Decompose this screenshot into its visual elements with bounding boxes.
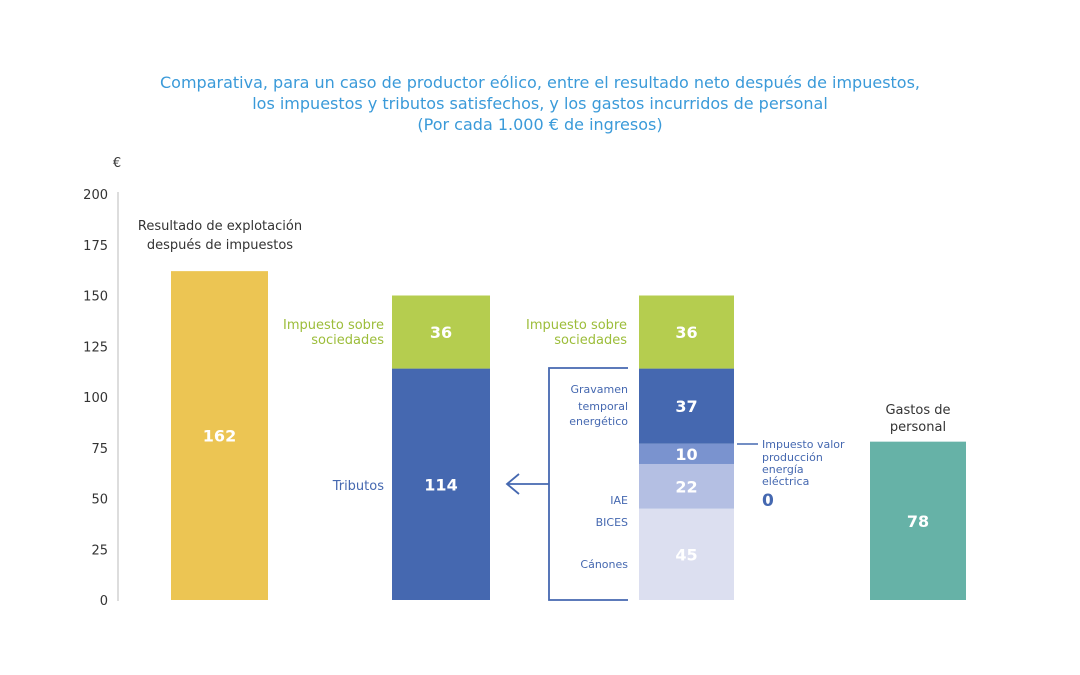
y-tick-label: 150: [83, 290, 108, 305]
iae-label: IAE: [610, 494, 628, 507]
bars-group: 162 114 36 45 22 10 37 36 78: [171, 271, 966, 600]
data-label: 114: [424, 475, 457, 494]
gravamen-label-line3: energético: [569, 415, 628, 428]
ivpee-label-line4: eléctrica: [762, 475, 809, 488]
bar-segment: [392, 295, 490, 369]
ivpee-label-line1: Impuesto valor: [762, 438, 845, 451]
title-line-3: (Por cada 1.000 € de ingresos): [417, 115, 663, 134]
y-tick-label: 25: [91, 543, 108, 558]
gravamen-label-line1: Gravamen: [571, 383, 629, 396]
bar-segment: [639, 295, 734, 369]
title-line-2: los impuestos y tributos satisfechos, y …: [252, 94, 828, 113]
data-label: 36: [675, 323, 697, 342]
data-label: 45: [675, 545, 697, 564]
bar-segment: [639, 368, 734, 444]
data-label: 162: [203, 427, 236, 446]
y-tick-label: 100: [83, 391, 108, 406]
is-label-a-line1: Impuesto sobre: [283, 318, 384, 333]
bar1-label-line2: después de impuestos: [147, 238, 293, 253]
bar-segment: [639, 463, 734, 509]
data-label: 22: [675, 477, 697, 496]
ivpee-label-line2: producción: [762, 451, 823, 464]
y-tick-label: 75: [91, 442, 108, 457]
y-tick-label: 125: [83, 340, 108, 355]
data-label: 10: [675, 445, 697, 464]
ivpee-label-line3: energía: [762, 463, 804, 476]
y-tick-label: 0: [100, 594, 108, 609]
bar-segment: [870, 441, 966, 600]
canones-label: Cánones: [580, 558, 628, 571]
bar-segment: [171, 271, 268, 600]
is-label-a-line2: sociedades: [311, 333, 384, 348]
arrow-head-icon: [505, 473, 520, 495]
bar-segment: [392, 368, 490, 600]
tributos-label: Tributos: [332, 479, 385, 494]
is-label-b-line2: sociedades: [554, 333, 627, 348]
ivpee-value-label: 0: [762, 491, 774, 511]
bar4-label-line1: Gastos de: [885, 403, 950, 418]
bar-segment: [639, 443, 734, 464]
data-label: 36: [430, 323, 452, 342]
y-tick-label: 175: [83, 239, 108, 254]
is-label-b-line1: Impuesto sobre: [526, 318, 627, 333]
y-tick-labels: 0 25 50 75 100 125 150 175 200: [83, 188, 108, 609]
bar-segment: [639, 508, 734, 600]
bar1-label-line1: Resultado de explotación: [138, 219, 302, 234]
data-label: 78: [907, 512, 929, 531]
y-tick-label: 200: [83, 188, 108, 203]
gravamen-label-line2: temporal: [578, 400, 628, 413]
chart-title: Comparativa, para un caso de productor e…: [0, 72, 1080, 135]
y-axis-unit-label: €: [113, 156, 121, 171]
bar4-label-line2: personal: [890, 420, 946, 435]
data-label: 37: [675, 397, 697, 416]
title-line-1: Comparativa, para un caso de productor e…: [159, 73, 921, 92]
bices-label: BICES: [596, 516, 628, 529]
y-tick-label: 50: [91, 493, 108, 508]
